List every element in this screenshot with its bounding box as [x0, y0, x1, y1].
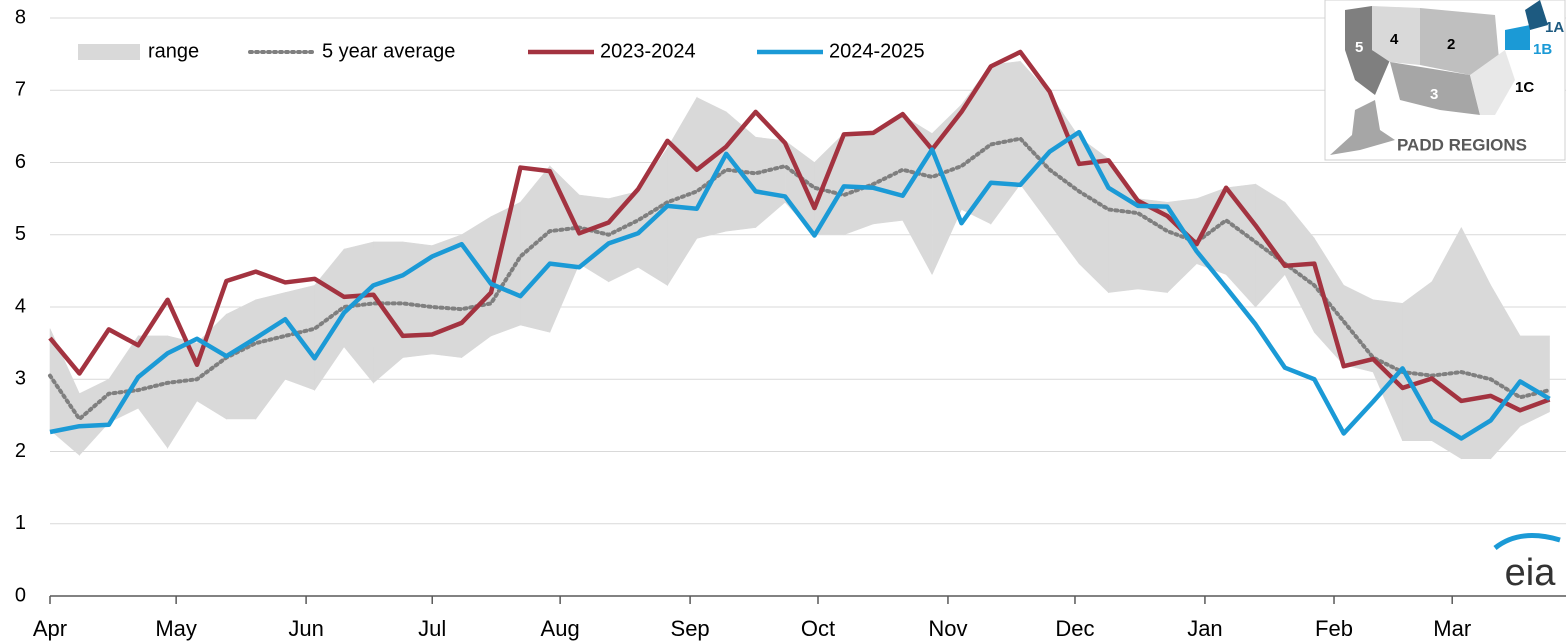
map-label: 3 — [1430, 86, 1438, 103]
x-tick-label: Dec — [1055, 616, 1094, 641]
range-band — [226, 299, 257, 420]
range-band — [343, 241, 374, 384]
legend-swatch — [78, 44, 140, 60]
x-tick-label: Apr — [33, 616, 67, 641]
padd-4 — [1372, 6, 1420, 65]
series-line — [49, 129, 1551, 441]
x-tick-label: Nov — [928, 616, 967, 641]
range-band — [755, 136, 786, 229]
y-tick-label: 2 — [15, 440, 26, 462]
x-tick-label: Aug — [541, 616, 580, 641]
y-tick-label: 8 — [15, 6, 26, 28]
x-tick-label: Jul — [418, 616, 446, 641]
range-band — [520, 165, 551, 333]
range-band — [255, 292, 286, 420]
range-band — [578, 194, 609, 283]
logo: eia — [1505, 552, 1557, 594]
padd-map: PADD REGIONS 1A 1B 1C 2 3 4 5 — [1324, 0, 1566, 161]
legend-label: 5 year average — [322, 40, 455, 62]
legend-label: range — [148, 40, 199, 62]
x-tick-label: May — [155, 616, 197, 641]
range-band — [902, 115, 933, 275]
map-label: 1C — [1515, 79, 1534, 96]
map-label: 2 — [1447, 36, 1455, 53]
y-tick-label: 7 — [15, 79, 26, 101]
padd-2 — [1420, 8, 1500, 75]
legend-label: 2024-2025 — [829, 40, 925, 62]
map-label: 5 — [1355, 39, 1363, 56]
y-tick-label: 1 — [15, 512, 26, 534]
padd-1b — [1505, 25, 1530, 50]
map-title: PADD REGIONS — [1397, 135, 1527, 154]
y-tick-label: 3 — [15, 368, 26, 390]
padd-1a — [1525, 0, 1548, 30]
range-band — [49, 328, 80, 456]
range-band — [1519, 335, 1550, 427]
y-tick-label: 0 — [15, 584, 26, 606]
legend-label: 2023-2024 — [600, 40, 696, 62]
x-tick-label: Sep — [671, 616, 710, 641]
padd-1c — [1470, 50, 1515, 115]
x-tick-label: Jan — [1187, 616, 1222, 641]
range-band — [137, 335, 168, 449]
map-label: 1B — [1533, 41, 1552, 58]
y-tick-label: 4 — [15, 295, 26, 317]
map-label: 4 — [1390, 31, 1399, 48]
y-tick-label: 5 — [15, 223, 26, 245]
x-tick-label: Mar — [1433, 616, 1471, 641]
range-band — [1225, 183, 1256, 308]
logo-swoosh — [1493, 533, 1561, 551]
x-tick-label: Feb — [1315, 616, 1353, 641]
series-line — [48, 49, 1551, 413]
range-band — [461, 216, 492, 359]
range-band — [108, 334, 139, 424]
padd-3 — [1390, 62, 1480, 115]
map-label: 1A — [1545, 19, 1564, 36]
alaska — [1330, 100, 1395, 155]
y-tick-label: 6 — [15, 151, 26, 173]
padd-5 — [1345, 6, 1390, 95]
x-tick-label: Jun — [288, 616, 323, 641]
x-tick-label: Oct — [801, 616, 835, 641]
range-band — [1490, 284, 1521, 460]
